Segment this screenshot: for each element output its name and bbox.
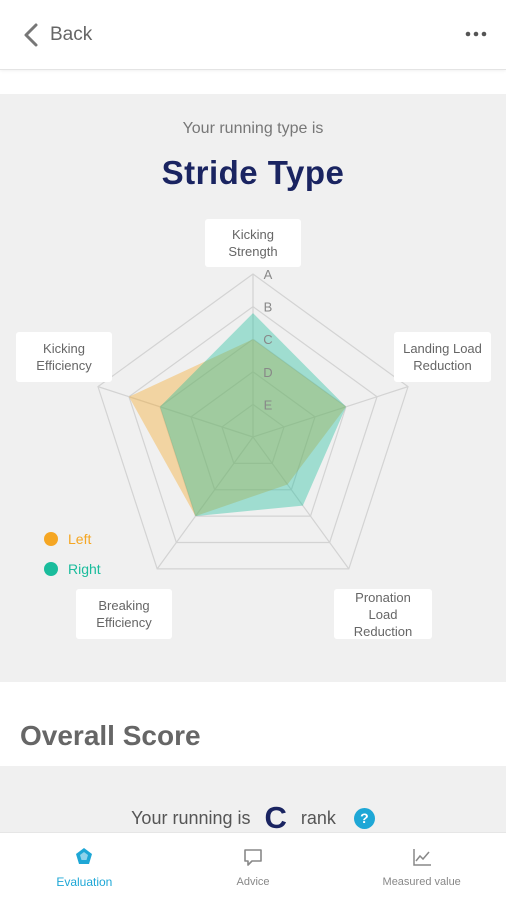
radar-series-right — [159, 313, 347, 517]
help-icon[interactable]: ? — [353, 807, 375, 829]
tab-evaluation-label: Evaluation — [56, 874, 113, 889]
overall-score-panel — [0, 766, 506, 836]
radar-spoke — [156, 436, 254, 570]
pentagon-icon — [76, 847, 93, 864]
legend-right: Right — [44, 561, 101, 577]
bottom-tab-bar: Evaluation Advice Measured value — [0, 832, 506, 900]
radar-spoke — [97, 386, 254, 438]
radar-grid-ring — [128, 305, 378, 544]
radar-rank-label: D — [263, 365, 272, 380]
legend-right-swatch — [44, 562, 58, 576]
running-type-title: Stride Type — [161, 154, 345, 191]
back-button[interactable]: Back — [22, 20, 92, 50]
score-rank: C — [264, 800, 287, 835]
chevron-left-icon — [24, 23, 38, 47]
tab-evaluation[interactable]: Evaluation — [0, 833, 169, 900]
line-chart-icon — [412, 848, 431, 866]
legend-left-swatch — [44, 532, 58, 546]
radar-rank-label: E — [264, 397, 273, 412]
score-suffix: rank — [300, 807, 336, 828]
axis-label-landing-load-reduction: Landing Load Reduction — [394, 332, 491, 382]
axis-label-kicking-efficiency: Kicking Efficiency — [16, 332, 112, 382]
running-type-subtitle: Your running type is — [182, 120, 324, 137]
overall-score-row: Your running is C rank ? — [0, 800, 506, 836]
axis-label-pronation-load-reduction: Pronation Load Reduction — [334, 589, 432, 639]
tab-advice[interactable]: Advice — [169, 833, 338, 900]
radar-rank-label: B — [264, 300, 273, 315]
radar-series-left — [128, 339, 347, 517]
radar-spoke — [252, 386, 409, 438]
tab-measured-value-label: Measured value — [382, 875, 461, 888]
axis-label-breaking-efficiency: Breaking Efficiency — [76, 589, 172, 639]
radar-grid-ring — [221, 403, 285, 464]
legend-left: Left — [44, 531, 91, 547]
back-label: Back — [50, 24, 93, 45]
radar-grid-ring — [190, 371, 316, 491]
speech-bubble-icon — [244, 848, 262, 866]
more-dots-icon — [465, 31, 487, 37]
tab-advice-label: Advice — [236, 875, 270, 888]
more-options-button[interactable] — [464, 22, 488, 46]
radar-spoke — [252, 436, 350, 570]
legend-left-label: Left — [68, 531, 92, 547]
tab-measured-value[interactable]: Measured value — [337, 833, 506, 900]
app-header: Back — [0, 0, 506, 70]
overall-score-title: Overall Score — [20, 720, 201, 751]
axis-label-kicking-strength: Kicking Strength — [205, 219, 301, 267]
radar-grid-ring — [97, 273, 409, 570]
score-prefix: Your running is — [131, 807, 251, 828]
radar-rank-label: C — [263, 332, 272, 347]
radar-rank-label: A — [264, 267, 273, 282]
legend-right-label: Right — [68, 561, 101, 577]
radar-grid-ring — [159, 338, 347, 517]
